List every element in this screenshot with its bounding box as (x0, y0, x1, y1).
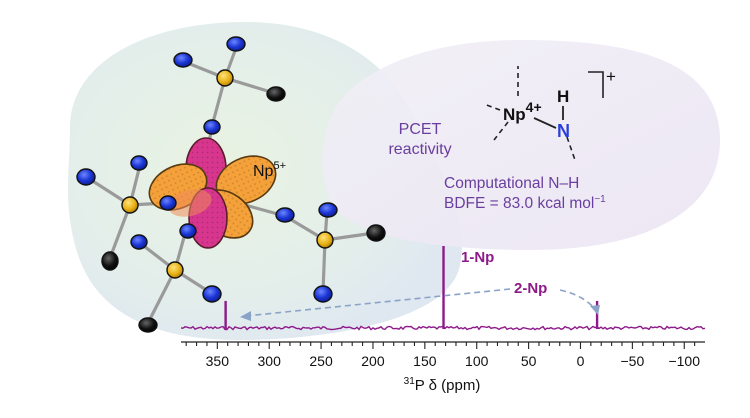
nitrogen-atom (130, 234, 148, 250)
lilac-background-blob (322, 40, 720, 250)
atoms (76, 36, 386, 333)
np-nh-complex: Np4+ H N + (483, 66, 616, 161)
nitrogen-atom (202, 285, 222, 303)
x-axis-ticks: 350 300 250 200 150 100 50 0 −50 −100 (185, 342, 700, 369)
computational-line1: Computational N–H (444, 175, 579, 192)
nitrogen-atom (179, 223, 197, 239)
x-axis-label: 31P δ (ppm) (404, 376, 481, 394)
complex-n-label: N (557, 121, 570, 141)
nitrogen-atom (159, 195, 177, 211)
x-tick-label: −100 (668, 353, 700, 369)
carbon-atom (366, 224, 386, 242)
complex-charge-plus: + (606, 67, 616, 86)
arrow-2np-left-head (240, 311, 251, 321)
x-tick-label: 300 (258, 353, 282, 369)
x-tick-label: 250 (309, 353, 333, 369)
carbon-atom (138, 317, 158, 333)
complex-h-label: H (557, 87, 569, 106)
orbital-lobe (168, 189, 212, 217)
nitrogen-atom (203, 119, 221, 135)
peak-label-2np: 2-Np (514, 280, 547, 297)
complex-np-label: Np4+ (503, 99, 542, 124)
carbon-atom (101, 251, 119, 271)
nitrogen-atom (173, 52, 193, 68)
x-tick-label: 350 (206, 353, 230, 369)
orbital-lobe (216, 156, 276, 204)
x-axis: 350 300 250 200 150 100 50 0 −50 −100 31P δ (ppm) (181, 341, 705, 394)
np-ion-label: Np5+ (253, 160, 286, 180)
nitrogen-atom (76, 168, 96, 186)
phosphorus-atom (316, 231, 334, 249)
nitrogen-atom (313, 285, 333, 303)
phosphorus-atom (216, 69, 234, 87)
x-tick-label: 100 (465, 353, 489, 369)
complex-bracket (588, 71, 604, 98)
nitrogen-atom (226, 36, 246, 52)
arrow-2np-right-head (590, 305, 600, 315)
phosphorus-atom (166, 261, 184, 279)
x-tick-label: 50 (521, 353, 537, 369)
pcet-label-line1: PCET (399, 121, 442, 138)
nitrogen-atom (318, 202, 338, 218)
nitrogen-atom (130, 155, 148, 171)
peak-label-1np: 1-Np (461, 249, 494, 266)
x-tick-label: 0 (577, 353, 585, 369)
nitrogen-atom (275, 207, 295, 223)
computational-line2: BDFE = 83.0 kcal mol−1 (444, 194, 606, 212)
carbon-atom (266, 86, 286, 102)
pcet-label-line2: reactivity (388, 141, 451, 158)
arrow-2np-right (559, 289, 596, 310)
x-tick-label: 200 (361, 353, 385, 369)
phosphorus-atom (121, 196, 139, 214)
x-tick-label: 150 (413, 353, 437, 369)
x-tick-label: −50 (620, 353, 644, 369)
nmr-spectrum: 1-Np 2-Np (180, 246, 706, 331)
arrow-2np-left (245, 288, 511, 317)
